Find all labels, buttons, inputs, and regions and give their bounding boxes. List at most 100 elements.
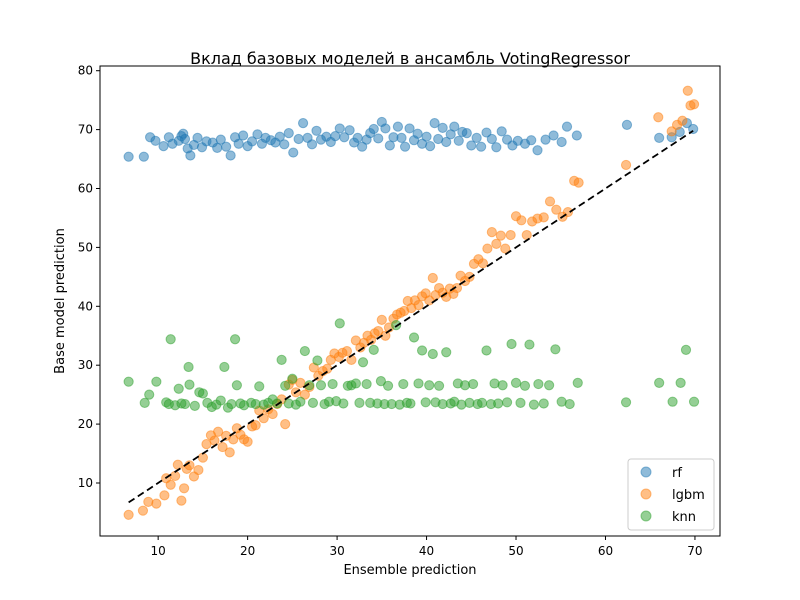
legend-label-knn: knn	[672, 510, 696, 525]
data-point-lgbm	[505, 229, 516, 241]
data-point-rf	[225, 150, 236, 161]
data-point-lgbm	[151, 498, 162, 509]
data-point-knn	[572, 377, 583, 388]
data-point-rf	[238, 130, 249, 141]
data-point-lgbm	[373, 325, 384, 337]
data-point-lgbm	[677, 115, 688, 126]
data-point-rf	[466, 140, 477, 151]
data-point-knn	[510, 377, 522, 388]
data-point-knn	[427, 348, 438, 360]
data-point-knn	[334, 318, 345, 329]
data-point-lgbm	[451, 282, 463, 294]
x-tick-label: 60	[598, 544, 613, 558]
data-point-knn	[501, 397, 513, 408]
data-point-knn	[276, 354, 287, 365]
data-point-rf	[384, 140, 395, 151]
data-point-lgbm	[495, 230, 506, 241]
chart-title: Вклад базовых моделей в ансамбль VotingR…	[190, 49, 630, 68]
legend-marker-rf	[640, 466, 652, 478]
data-point-lgbm	[477, 258, 489, 269]
data-point-rf	[526, 135, 537, 146]
legend: rf lgbm knn	[627, 458, 715, 531]
data-point-knn	[173, 383, 184, 394]
data-point-knn	[497, 380, 508, 391]
data-point-lgbm	[682, 85, 693, 96]
data-point-lgbm	[176, 495, 187, 506]
data-point-rf	[293, 133, 304, 145]
data-point-rf	[357, 141, 368, 152]
data-point-lgbm	[413, 300, 424, 311]
data-point-rf	[441, 136, 452, 148]
data-point-knn	[375, 376, 387, 387]
data-point-knn	[654, 377, 665, 388]
data-point-rf	[491, 142, 502, 153]
legend-label-rf: rf	[672, 466, 682, 481]
data-point-knn	[620, 397, 632, 408]
data-point-knn	[433, 380, 445, 391]
data-point-knn	[361, 378, 372, 390]
data-point-rf	[556, 136, 567, 148]
data-point-rf	[233, 138, 244, 149]
data-point-knn	[226, 398, 237, 410]
data-point-lgbm	[242, 436, 253, 447]
data-point-knn	[357, 357, 369, 368]
data-point-knn	[667, 396, 678, 407]
data-point-knn	[398, 378, 409, 390]
data-point-lgbm	[193, 464, 204, 476]
y-tick-label: 20	[78, 417, 93, 431]
data-point-rf	[481, 127, 492, 138]
y-tick-label: 60	[78, 182, 93, 196]
x-tick-label: 70	[687, 544, 702, 558]
data-point-knn	[295, 396, 306, 407]
data-point-rf	[138, 151, 149, 162]
data-point-lgbm	[213, 426, 224, 437]
data-point-lgbm	[280, 419, 291, 430]
data-point-lgbm	[688, 99, 700, 110]
data-point-knn	[405, 398, 416, 409]
data-point-rf	[548, 130, 559, 141]
data-point-lgbm	[544, 196, 556, 207]
reference-line	[128, 130, 694, 504]
data-point-lgbm	[551, 204, 562, 215]
data-point-knn	[338, 398, 349, 409]
data-point-rf	[571, 130, 582, 141]
data-point-knn	[299, 345, 310, 357]
y-axis: 10 20 30 40 50 60 70 80	[78, 64, 100, 490]
data-point-lgbm	[123, 509, 134, 520]
data-point-lgbm	[228, 434, 239, 445]
data-point-knn	[506, 338, 517, 350]
data-point-rf	[192, 132, 203, 143]
data-point-rf	[373, 133, 384, 144]
data-point-rf	[283, 128, 294, 139]
x-tick-label: 20	[240, 544, 255, 558]
data-point-rf	[425, 141, 436, 152]
data-point-rf	[453, 135, 464, 146]
data-point-knn	[680, 344, 692, 355]
data-point-rf	[123, 151, 134, 162]
x-tick-label: 50	[508, 544, 523, 558]
data-point-knn	[354, 397, 365, 408]
data-point-lgbm	[666, 126, 677, 137]
data-point-knn	[441, 347, 452, 358]
data-point-lgbm	[521, 229, 532, 241]
data-point-rf	[179, 133, 191, 145]
data-point-rf	[437, 122, 448, 133]
data-point-lgbm	[137, 505, 149, 516]
data-point-knn	[528, 399, 540, 410]
data-point-lgbm	[482, 243, 493, 254]
data-point-knn	[416, 345, 428, 356]
data-point-rf	[421, 131, 432, 142]
data-point-lgbm	[620, 159, 632, 171]
data-point-rf	[496, 126, 507, 137]
data-point-rf	[471, 132, 482, 143]
data-point-rf	[246, 136, 258, 147]
data-point-rf	[344, 125, 355, 136]
data-point-knn	[183, 361, 194, 373]
data-point-knn	[219, 361, 230, 373]
data-point-knn	[144, 389, 155, 400]
data-point-knn	[519, 380, 531, 391]
data-point-rf	[311, 125, 322, 136]
legend-marker-knn	[640, 510, 652, 522]
data-point-rf	[215, 134, 226, 145]
